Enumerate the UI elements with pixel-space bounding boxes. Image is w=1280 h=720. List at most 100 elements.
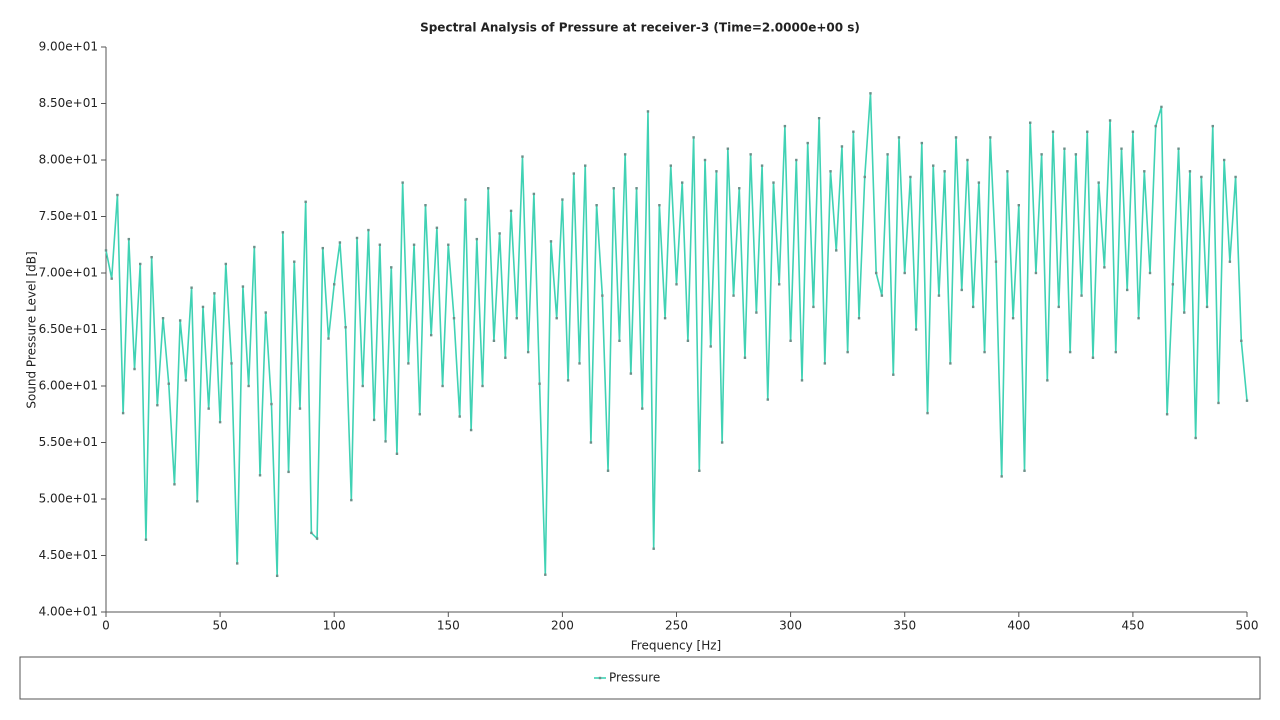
data-point — [264, 311, 267, 314]
data-point — [641, 407, 644, 410]
data-point — [806, 141, 809, 145]
data-point — [304, 200, 307, 204]
data-point — [874, 271, 878, 275]
y-tick-label: 8.50e+01 — [39, 96, 98, 110]
data-point — [709, 345, 712, 348]
data-point — [795, 158, 798, 162]
data-point — [1194, 436, 1197, 440]
data-point — [361, 384, 364, 388]
data-point — [1183, 311, 1186, 314]
data-point — [1245, 399, 1249, 402]
data-point — [190, 286, 193, 289]
data-point — [224, 262, 228, 266]
data-point — [412, 243, 416, 246]
y-tick-label: 4.00e+01 — [39, 605, 98, 619]
x-tick-label: 300 — [779, 619, 802, 633]
data-point — [1131, 130, 1135, 133]
x-tick-label: 350 — [893, 619, 916, 633]
data-point — [937, 294, 941, 297]
data-point — [743, 356, 747, 359]
data-point — [812, 305, 815, 309]
data-point — [732, 294, 735, 297]
data-point — [104, 249, 108, 252]
data-point — [253, 245, 256, 249]
data-point — [926, 411, 929, 415]
data-point — [161, 317, 165, 320]
data-point — [156, 404, 159, 407]
data-point — [977, 181, 981, 184]
data-point — [989, 136, 992, 139]
data-point — [738, 187, 741, 190]
data-point — [173, 483, 176, 486]
data-point — [1137, 317, 1140, 320]
data-point — [1177, 147, 1180, 150]
data-point — [201, 305, 205, 309]
data-point — [401, 181, 404, 184]
data-point — [1097, 181, 1100, 184]
legend-box — [19, 656, 1261, 700]
data-point — [852, 130, 855, 133]
data-point — [469, 428, 473, 432]
data-point — [726, 147, 730, 150]
data-point — [869, 92, 872, 95]
data-point — [1217, 401, 1220, 405]
data-point — [720, 441, 724, 444]
data-point — [1040, 153, 1043, 156]
data-point — [1234, 175, 1237, 179]
legend-label: Pressure — [609, 671, 660, 685]
y-tick-label: 4.50e+01 — [39, 548, 98, 562]
data-point — [498, 232, 501, 235]
data-point — [755, 311, 758, 314]
data-point — [823, 362, 827, 365]
data-point — [863, 175, 866, 179]
data-point — [1091, 356, 1095, 359]
data-point — [783, 124, 787, 128]
data-point — [1051, 130, 1055, 133]
data-point — [1103, 266, 1106, 269]
data-point — [333, 283, 336, 286]
data-point — [287, 470, 290, 474]
data-point — [686, 339, 690, 342]
data-point — [1006, 170, 1009, 173]
data-point — [1148, 271, 1152, 275]
data-point — [960, 288, 963, 292]
data-point — [880, 294, 884, 297]
data-point — [218, 420, 222, 424]
data-point — [1211, 124, 1214, 128]
data-point — [127, 237, 131, 241]
data-point — [150, 255, 153, 259]
data-point — [1063, 147, 1066, 150]
data-point — [629, 372, 633, 375]
data-point — [954, 136, 958, 139]
data-point — [1120, 147, 1123, 150]
data-point — [538, 382, 541, 385]
y-tick-label: 5.50e+01 — [39, 435, 98, 449]
data-point — [452, 317, 456, 320]
data-point — [1023, 469, 1026, 472]
data-point — [949, 362, 952, 365]
data-point — [635, 187, 638, 190]
data-point — [515, 317, 518, 320]
data-point — [492, 339, 496, 342]
data-point — [355, 236, 359, 240]
data-point — [1188, 170, 1192, 173]
data-point — [481, 384, 484, 388]
data-point — [903, 271, 906, 275]
data-point — [509, 209, 513, 213]
x-tick-label: 150 — [437, 619, 460, 633]
data-point — [1011, 317, 1015, 320]
data-point — [681, 181, 684, 184]
data-point — [777, 283, 781, 286]
data-point — [384, 440, 387, 443]
data-point — [555, 317, 558, 320]
data-point — [943, 170, 946, 173]
data-point — [1114, 350, 1117, 354]
data-point — [315, 537, 319, 540]
data-point — [178, 319, 182, 322]
data-point — [1086, 130, 1089, 133]
data-point — [618, 339, 621, 342]
data-point — [390, 266, 393, 269]
data-point — [846, 350, 849, 354]
data-point — [829, 170, 832, 173]
